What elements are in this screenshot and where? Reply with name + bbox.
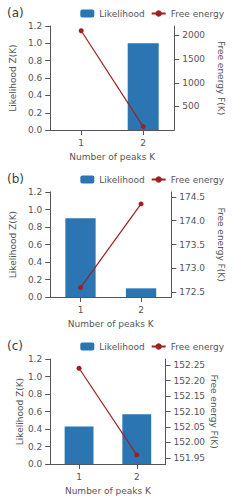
svg-text:152.00: 152.00 [174,437,206,447]
svg-text:2: 2 [138,305,144,315]
svg-text:152.20: 152.20 [174,376,206,386]
svg-text:1: 1 [76,472,82,482]
svg-text:Free energy F(K): Free energy F(K) [216,41,226,115]
svg-text:Number of peaks K: Number of peaks K [65,486,152,496]
svg-text:Free energy: Free energy [171,175,225,185]
svg-text:0.4: 0.4 [28,257,43,267]
svg-text:0.0: 0.0 [28,459,43,469]
svg-text:1: 1 [78,305,84,315]
svg-text:Number of peaks K: Number of peaks K [69,152,156,162]
svg-text:1.2: 1.2 [28,21,42,31]
svg-text:0.4: 0.4 [28,424,43,434]
svg-text:2: 2 [134,472,140,482]
svg-text:Free energy F(K): Free energy F(K) [209,374,219,448]
svg-text:1: 1 [78,138,84,148]
svg-text:1.0: 1.0 [28,205,43,215]
svg-text:Free energy: Free energy [171,9,225,19]
svg-text:0.8: 0.8 [28,222,43,232]
svg-text:Likelihood Z(K): Likelihood Z(K) [8,44,18,111]
svg-text:1.2: 1.2 [28,187,42,197]
svg-text:0.4: 0.4 [28,90,43,100]
svg-text:Likelihood: Likelihood [99,175,144,185]
svg-text:1.0: 1.0 [28,372,43,382]
svg-text:(b): (b) [7,172,24,186]
svg-text:2: 2 [140,138,146,148]
svg-text:Likelihood Z(K): Likelihood Z(K) [8,211,18,278]
svg-text:0.6: 0.6 [28,407,43,417]
svg-text:Likelihood: Likelihood [99,342,144,352]
svg-text:0.6: 0.6 [28,73,43,83]
svg-text:Free energy F(K): Free energy F(K) [216,207,226,281]
svg-text:1.2: 1.2 [28,354,42,364]
svg-text:173.5: 173.5 [179,240,205,250]
svg-text:0.2: 0.2 [28,442,42,452]
svg-text:152.25: 152.25 [174,360,206,370]
svg-text:152.05: 152.05 [174,422,206,432]
svg-text:151.95: 151.95 [174,453,206,463]
svg-text:152.15: 152.15 [174,391,206,401]
svg-text:0.8: 0.8 [28,56,43,66]
svg-text:2000: 2000 [182,30,205,40]
svg-text:172.5: 172.5 [179,287,205,297]
svg-text:500: 500 [182,101,199,111]
svg-text:Likelihood Z(K): Likelihood Z(K) [15,378,25,445]
svg-text:1500: 1500 [182,54,205,64]
svg-text:173.0: 173.0 [179,263,205,273]
svg-text:0.6: 0.6 [28,240,43,250]
svg-text:0.8: 0.8 [28,389,43,399]
svg-text:174.0: 174.0 [179,216,205,226]
svg-text:Free energy: Free energy [171,342,225,352]
svg-text:1000: 1000 [182,78,205,88]
svg-text:0.0: 0.0 [28,292,43,302]
svg-text:0.2: 0.2 [28,108,42,118]
svg-text:Likelihood: Likelihood [99,9,144,19]
svg-text:0.0: 0.0 [28,125,43,135]
svg-text:(a): (a) [7,6,24,20]
svg-text:152.10: 152.10 [174,407,206,417]
svg-text:174.5: 174.5 [179,192,205,202]
svg-text:0.2: 0.2 [28,275,42,285]
svg-text:Number of peaks K: Number of peaks K [68,319,155,329]
svg-text:(c): (c) [7,339,23,353]
svg-text:1.0: 1.0 [28,38,43,48]
